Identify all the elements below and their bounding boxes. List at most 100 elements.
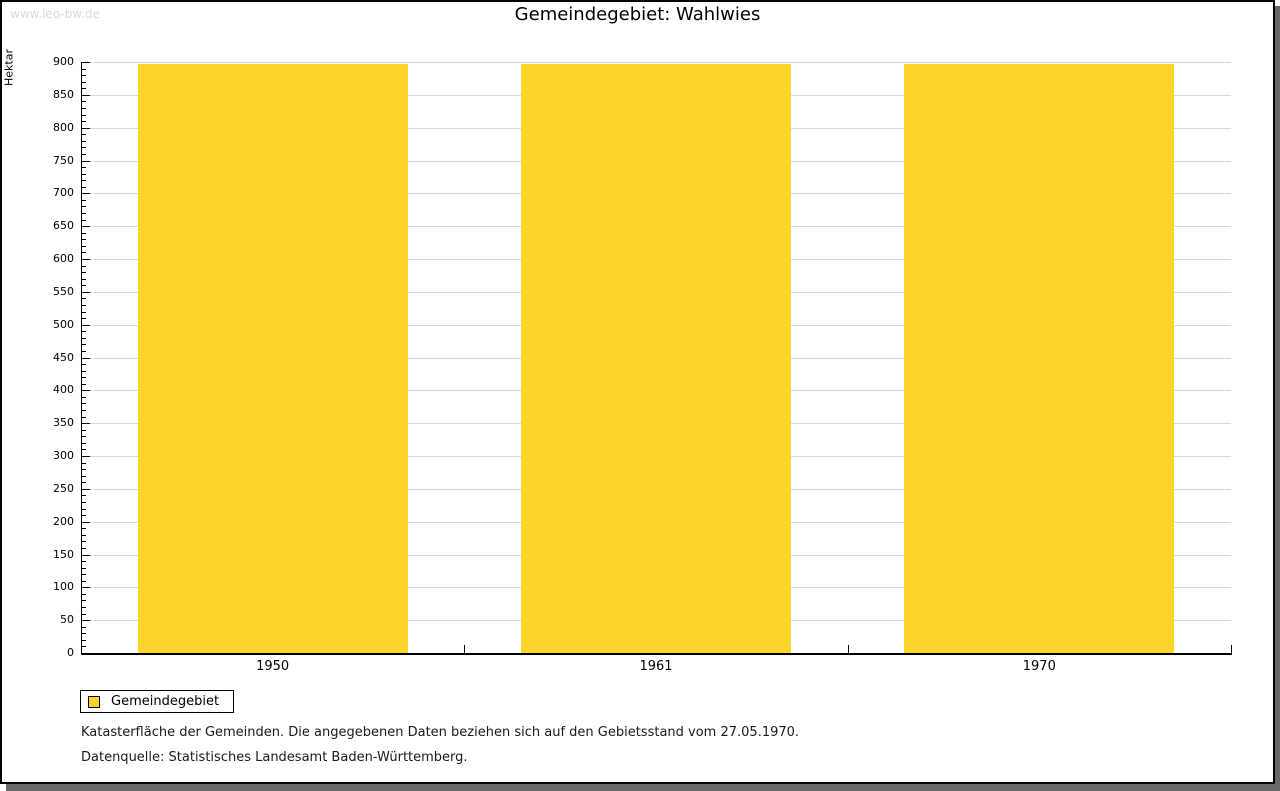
y-tick <box>82 515 86 517</box>
y-tick <box>82 357 90 359</box>
x-tick-label: 1950 <box>256 659 290 674</box>
y-tick <box>82 219 86 221</box>
y-tick <box>82 593 86 595</box>
y-tick <box>82 107 86 109</box>
y-tick <box>82 173 86 175</box>
y-tick <box>82 607 86 609</box>
y-tick <box>82 285 86 287</box>
legend-label: Gemeindegebiet <box>111 694 220 709</box>
y-tick <box>82 331 86 333</box>
y-tick <box>82 232 86 234</box>
y-tick <box>82 167 86 169</box>
y-tick <box>82 364 86 366</box>
y-tick <box>82 626 86 628</box>
y-tick <box>82 495 86 497</box>
y-tick-label: 250 <box>53 481 74 495</box>
y-tick <box>82 587 90 589</box>
y-tick-label: 300 <box>53 449 74 462</box>
y-tick <box>82 567 86 569</box>
y-tick <box>82 370 86 372</box>
footnote-description: Katasterfläche der Gemeinden. Die angege… <box>81 725 800 740</box>
y-tick <box>82 344 86 346</box>
y-tick <box>82 278 86 280</box>
bar-1970 <box>904 63 1175 653</box>
y-tick-label: 500 <box>53 317 74 331</box>
y-tick <box>82 488 90 490</box>
y-tick <box>82 508 86 510</box>
y-tick <box>82 101 86 103</box>
y-tick <box>82 121 86 123</box>
y-tick <box>82 521 90 523</box>
frame-shadow-bottom <box>6 784 1280 791</box>
y-tick <box>82 462 86 464</box>
y-tick <box>82 600 86 602</box>
y-gridline <box>81 62 1231 63</box>
y-tick <box>82 140 86 142</box>
y-tick <box>82 580 86 582</box>
legend-box: Gemeindegebiet <box>80 690 235 713</box>
y-tick <box>82 646 86 648</box>
y-tick <box>82 383 86 385</box>
y-tick-label: 200 <box>53 514 74 528</box>
y-tick-label: 50 <box>60 613 74 627</box>
y-tick <box>82 206 86 208</box>
y-axis-line <box>81 62 82 653</box>
y-tick <box>82 429 86 431</box>
y-tick <box>82 396 86 398</box>
y-tick-label: 900 <box>53 55 74 68</box>
y-tick <box>82 245 86 247</box>
y-tick <box>82 377 86 379</box>
y-tick <box>82 147 86 149</box>
y-tick <box>82 75 86 77</box>
legend-color-swatch <box>88 695 100 708</box>
y-tick-label: 750 <box>53 153 74 167</box>
y-tick <box>82 114 86 116</box>
y-tick <box>82 403 86 405</box>
bar-1961 <box>521 63 791 653</box>
y-tick-label: 100 <box>53 580 74 594</box>
y-tick <box>82 482 86 484</box>
y-tick <box>82 423 90 425</box>
y-tick <box>82 541 86 543</box>
x-boundary-tick <box>1231 645 1232 653</box>
y-tick <box>82 226 90 228</box>
y-tick <box>82 561 86 563</box>
y-tick-label: 650 <box>53 219 74 233</box>
y-tick <box>82 252 86 254</box>
y-tick <box>82 528 86 530</box>
y-tick <box>82 410 86 412</box>
footnote-source: Datenquelle: Statistisches Landesamt Bad… <box>81 750 468 765</box>
y-tick <box>82 390 90 392</box>
y-tick <box>82 501 86 503</box>
y-tick <box>82 469 86 471</box>
y-tick-label: 350 <box>53 416 74 430</box>
y-tick <box>82 259 90 260</box>
y-tick <box>82 199 86 201</box>
y-tick-label: 800 <box>53 120 74 134</box>
x-boundary-tick <box>464 645 465 653</box>
chart-title: Gemeindegebiet: Wahlwies <box>514 4 761 25</box>
x-tick-label: 1961 <box>639 659 673 674</box>
y-tick <box>82 318 86 320</box>
y-tick <box>82 534 86 536</box>
y-tick <box>82 239 86 241</box>
y-tick <box>82 81 86 83</box>
y-tick <box>82 442 86 444</box>
x-tick-label: 1970 <box>1022 659 1056 674</box>
y-tick <box>82 324 90 326</box>
y-tick <box>82 613 86 615</box>
y-tick <box>82 68 86 70</box>
y-tick <box>82 436 86 438</box>
y-tick <box>82 62 90 63</box>
y-tick <box>82 620 90 622</box>
y-tick <box>82 350 86 352</box>
y-tick-label: 850 <box>53 87 74 101</box>
y-tick <box>82 180 86 182</box>
y-tick-label: 150 <box>53 547 74 561</box>
y-tick-label: 0 <box>67 646 74 659</box>
frame-shadow-right <box>1275 6 1280 791</box>
site-watermark: www.leo-bw.de <box>10 7 100 21</box>
y-tick <box>82 160 90 162</box>
